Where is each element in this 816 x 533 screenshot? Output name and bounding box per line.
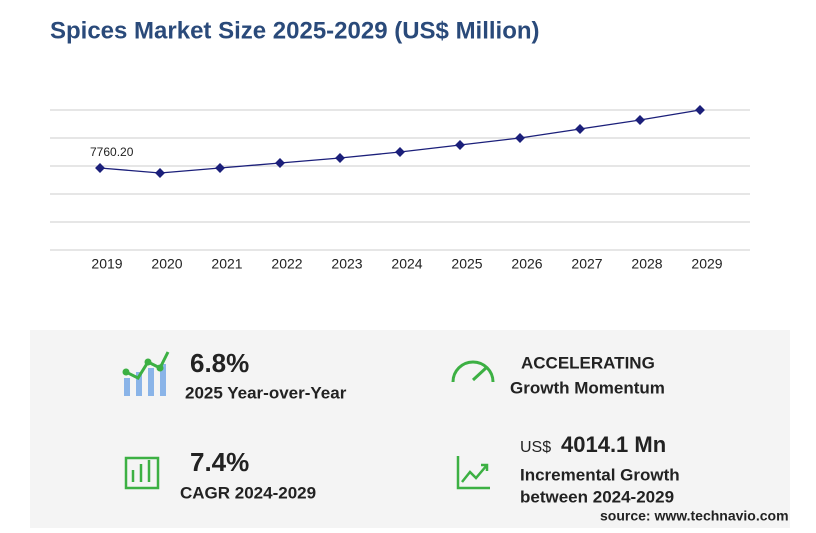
marker <box>335 153 345 163</box>
stat-value: 4014.1 Mn <box>561 432 666 457</box>
stat-label: CAGR 2024-2029 <box>180 483 316 502</box>
icon-trend <box>456 456 490 490</box>
x-tick-label: 2024 <box>391 256 422 272</box>
marker <box>695 105 705 115</box>
marker <box>155 168 165 178</box>
data-label: 7760.20 <box>90 145 134 159</box>
stat-value: 7.4% <box>190 447 249 477</box>
stats-panel <box>30 330 790 528</box>
stat-label: 2025 Year-over-Year <box>185 383 347 402</box>
marker <box>575 124 585 134</box>
grid <box>50 109 750 251</box>
chart-title: Spices Market Size 2025-2029 (US$ Millio… <box>50 17 540 44</box>
marker <box>635 115 645 125</box>
marker <box>395 147 405 157</box>
stat-unit: US$ <box>520 439 551 456</box>
icon-growth <box>122 351 170 396</box>
x-tick-label: 2019 <box>91 256 122 272</box>
x-tick-label: 2028 <box>631 256 662 272</box>
source: source: www.technavio.com <box>600 508 789 524</box>
x-tick-label: 2027 <box>571 256 602 272</box>
x-tick-label: 2023 <box>331 256 362 272</box>
marker <box>455 140 465 150</box>
marker <box>275 158 285 168</box>
marker <box>215 163 225 173</box>
stat-value: 6.8% <box>190 348 249 378</box>
x-tick-label: 2026 <box>511 256 542 272</box>
stat-label: between 2024-2029 <box>520 487 674 506</box>
marker <box>515 133 525 143</box>
x-tick-label: 2029 <box>691 256 722 272</box>
stat-label: Incremental Growth <box>520 465 680 484</box>
x-tick-label: 2021 <box>211 256 242 272</box>
x-tick-label: 2022 <box>271 256 302 272</box>
x-tick-label: 2025 <box>451 256 482 272</box>
icon-gauge <box>451 360 495 383</box>
stat-label: Growth Momentum <box>510 378 665 397</box>
icon-bars <box>124 456 160 490</box>
x-tick-label: 2020 <box>151 256 182 272</box>
stat-value: ACCELERATING <box>521 353 655 372</box>
marker <box>95 163 105 173</box>
